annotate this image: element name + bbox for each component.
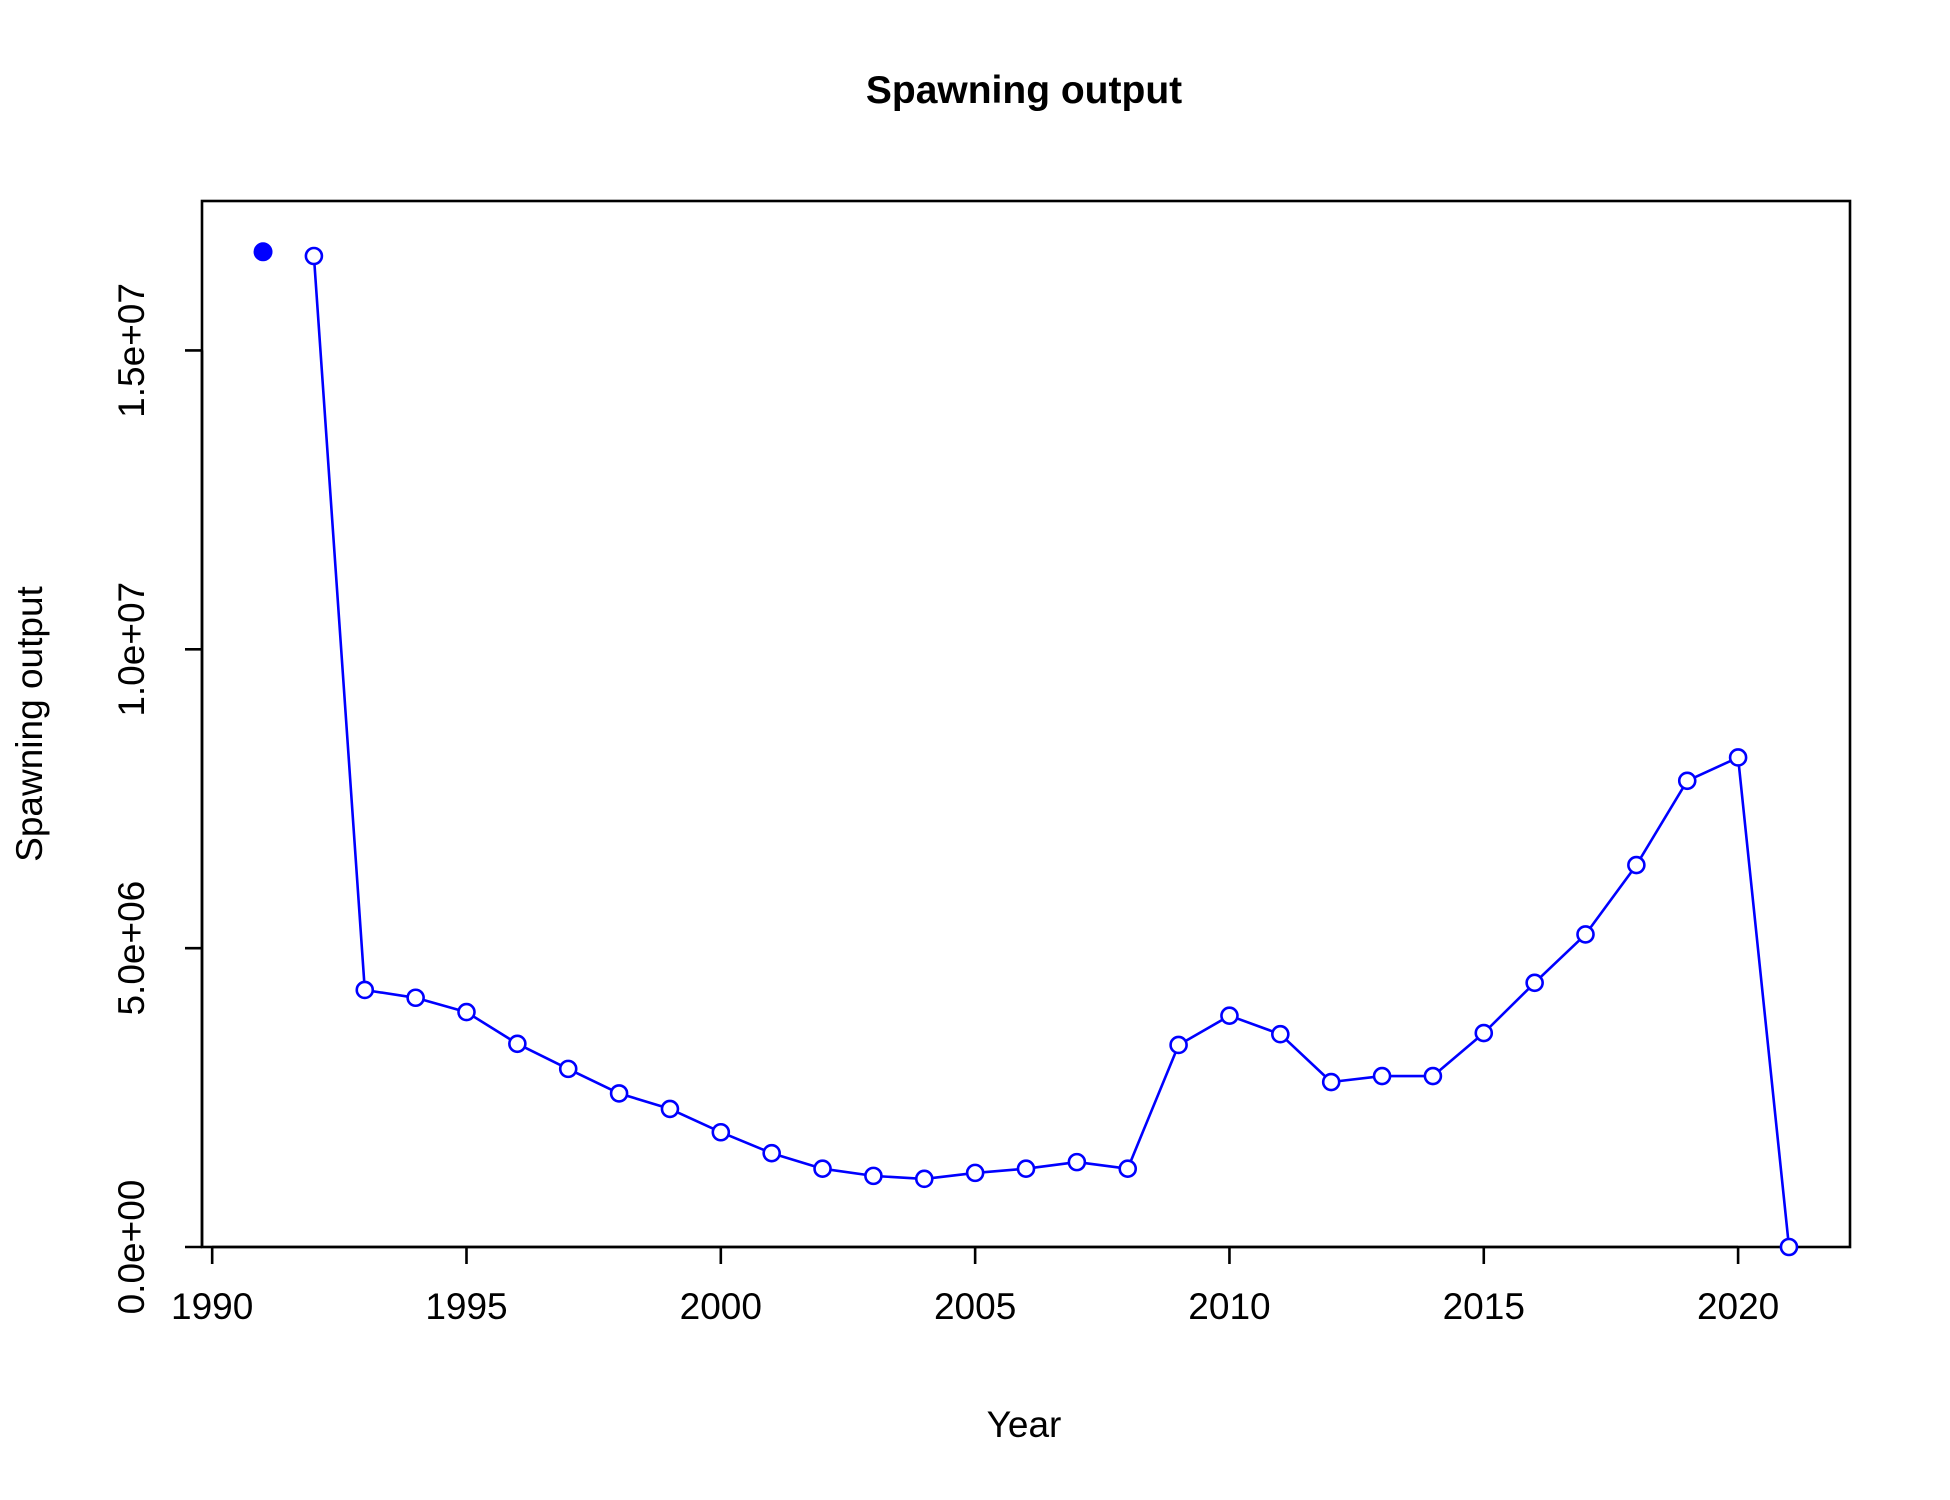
x-tick-label: 2010 xyxy=(1188,1286,1270,1327)
x-tick-label: 1990 xyxy=(171,1286,253,1327)
data-point xyxy=(864,1166,883,1186)
data-point xyxy=(304,246,324,266)
spawning-output-series xyxy=(253,242,1799,1257)
y-tick-label: 5.0e+06 xyxy=(111,881,152,1016)
data-point xyxy=(406,988,425,1008)
x-tick-label: 1995 xyxy=(425,1286,507,1327)
data-point xyxy=(1067,1152,1087,1172)
data-point xyxy=(355,980,375,1000)
x-tick-label: 2020 xyxy=(1697,1286,1779,1327)
x-axis-label: Year xyxy=(987,1404,1062,1445)
data-point xyxy=(609,1084,629,1103)
data-point xyxy=(1576,925,1595,944)
data-point xyxy=(1525,973,1544,993)
data-point xyxy=(457,1002,476,1022)
data-point xyxy=(762,1143,781,1163)
chart-title: Spawning output xyxy=(866,69,1182,112)
data-point xyxy=(711,1122,731,1142)
data-point xyxy=(1474,1023,1494,1043)
data-point xyxy=(508,1034,527,1054)
data-point xyxy=(965,1163,985,1183)
data-point xyxy=(813,1159,832,1178)
data-point xyxy=(1677,771,1697,791)
virgin-point xyxy=(253,242,273,262)
plot-frame xyxy=(200,199,1852,1249)
data-point xyxy=(1627,855,1646,875)
data-point xyxy=(914,1169,934,1189)
y-axis-label: Spawning output xyxy=(9,585,50,861)
x-tick-label: 2015 xyxy=(1443,1286,1525,1327)
data-point xyxy=(660,1099,680,1119)
data-point xyxy=(1423,1066,1443,1086)
data-point xyxy=(1779,1237,1799,1257)
y-axis: 0.0e+00 5.0e+06 1.0e+07 1.5e+07 xyxy=(111,283,204,1315)
data-point xyxy=(1118,1159,1138,1178)
data-point xyxy=(1169,1035,1188,1055)
series-line xyxy=(312,255,1791,1248)
data-point xyxy=(1271,1024,1290,1044)
data-point xyxy=(1321,1072,1341,1092)
data-point xyxy=(1728,748,1748,767)
x-axis: 1990 1995 2000 2005 2010 2015 2020 xyxy=(171,1245,1779,1327)
data-point xyxy=(1372,1066,1392,1086)
x-tick-label: 2000 xyxy=(680,1286,762,1327)
data-point xyxy=(1016,1159,1036,1178)
x-tick-label: 2005 xyxy=(934,1286,1016,1327)
data-point xyxy=(558,1059,578,1079)
y-tick-label: 1.5e+07 xyxy=(111,283,152,418)
y-tick-label: 0.0e+00 xyxy=(111,1180,152,1315)
y-tick-label: 1.0e+07 xyxy=(111,582,152,717)
data-point xyxy=(1220,1006,1239,1025)
